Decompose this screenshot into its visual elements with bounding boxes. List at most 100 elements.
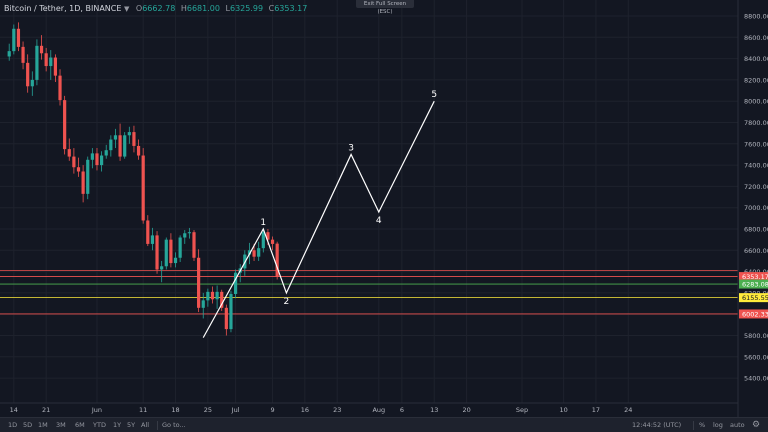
candle-body	[261, 232, 265, 249]
time-tick-label: 25	[204, 406, 212, 414]
percent-scale-toggle[interactable]: %	[699, 421, 706, 429]
candle-body	[86, 159, 90, 194]
candle-body	[53, 57, 57, 76]
candle-body	[49, 57, 53, 67]
timeframe-5y[interactable]: 5Y	[127, 421, 136, 429]
candle-body	[132, 132, 136, 146]
candle-body	[113, 135, 118, 140]
candle-body	[257, 248, 261, 257]
candle-body	[35, 45, 39, 80]
wave-path-line[interactable]	[202, 100, 435, 338]
candle-body	[270, 239, 275, 244]
price-label-badge	[739, 279, 768, 289]
symbol-title[interactable]: Bitcoin / Tether, 1D, BINANCE	[4, 4, 122, 13]
timeframe-5d[interactable]: 5D	[23, 421, 33, 429]
time-tick-label: 14	[10, 406, 18, 414]
time-tick-label: 18	[171, 406, 179, 414]
candle-body	[44, 53, 48, 67]
price-label-badge	[739, 309, 768, 319]
toolbar-divider	[157, 421, 158, 430]
timeframe-all[interactable]: All	[141, 421, 150, 429]
time-tick-label: Sep	[516, 406, 528, 414]
candle-body	[136, 145, 141, 156]
auto-scale-toggle[interactable]: auto	[730, 421, 745, 429]
price-tick-label: 7400.00	[744, 162, 768, 170]
timeframe-ytd[interactable]: YTD	[93, 421, 106, 429]
price-tick-label: 7000.00	[744, 204, 768, 212]
price-tick-label: 7600.00	[744, 140, 768, 148]
price-label-text: 6002.33	[742, 310, 768, 318]
candle-body	[30, 79, 34, 87]
timeframe-1d[interactable]: 1D	[8, 421, 18, 429]
candle-body	[187, 232, 191, 234]
candle-body	[201, 300, 205, 308]
high-value: 6681.00	[186, 4, 220, 13]
candle-body	[109, 139, 113, 151]
horizontal-levels	[0, 270, 738, 315]
candle-body	[81, 171, 85, 194]
candle-body	[169, 239, 173, 264]
wave-label: 2	[284, 297, 290, 307]
bottom-toolbar: 1D 5D 1M 3M 6M YTD 1Y 5Y All Go to... 12…	[0, 417, 768, 432]
candle-body	[127, 132, 131, 136]
candle-body	[90, 153, 94, 160]
price-tick-label: 8800.00	[744, 13, 768, 21]
exit-fullscreen-button[interactable]: Exit Full Screen (ESC)	[356, 0, 414, 15]
candle-body	[39, 45, 44, 54]
time-axis: 14 21 Jun 11 18 25 Jul 9 16 23 Aug 6 13 20 Sep 10 17 24	[10, 406, 633, 414]
price-tick-label: 8000.00	[744, 98, 768, 106]
price-label-text: 6353.17	[742, 273, 768, 281]
caret-down-icon[interactable]: ▼	[123, 5, 130, 13]
goto-button[interactable]: Go to...	[162, 421, 186, 429]
timeframe-6m[interactable]: 6M	[75, 421, 85, 429]
price-tick-label: 6600.00	[744, 247, 768, 255]
price-label-text: 6155.55	[742, 294, 768, 302]
candle-body	[252, 250, 256, 257]
gear-icon[interactable]: ⚙	[752, 420, 761, 430]
candle-body	[123, 135, 127, 157]
utc-clock[interactable]: 12:44:52 (UTC)	[632, 421, 682, 429]
timeframe-3m[interactable]: 3M	[56, 421, 66, 429]
time-tick-label: 11	[139, 406, 147, 414]
toolbar-divider	[693, 421, 694, 430]
timeframe-1m[interactable]: 1M	[38, 421, 48, 429]
high-label: H	[180, 4, 187, 13]
candle-body	[12, 28, 16, 52]
price-tick-label: 8200.00	[744, 76, 768, 84]
candle-body	[164, 239, 168, 267]
time-tick-label: 24	[624, 406, 632, 414]
time-tick-label: 9	[270, 406, 274, 414]
candles	[7, 22, 279, 336]
candle-body	[206, 291, 210, 301]
candle-body	[183, 233, 187, 238]
time-tick-label: 17	[592, 406, 600, 414]
candle-body	[215, 291, 219, 300]
time-tick-label: Jun	[91, 406, 102, 414]
timeframe-1y[interactable]: 1Y	[113, 421, 122, 429]
time-tick-label: 6	[400, 406, 404, 414]
price-label-badge	[739, 293, 768, 303]
candle-body	[76, 167, 81, 172]
candle-body	[266, 232, 270, 240]
time-tick-label: Jul	[231, 406, 240, 414]
price-tick-label: 5400.00	[744, 375, 768, 383]
candle-body	[197, 257, 201, 308]
candle-body	[72, 156, 76, 168]
candle-body	[220, 291, 224, 308]
price-label-text: 6283.08	[742, 281, 768, 289]
grid	[0, 0, 738, 403]
time-tick-label: Aug	[372, 406, 385, 414]
candle-body	[155, 235, 159, 270]
elliott-wave-drawing: 1 2 3 4 5	[202, 90, 437, 338]
candle-body	[150, 235, 155, 244]
candle-body	[224, 307, 228, 330]
time-tick-label: 13	[430, 406, 438, 414]
low-label: L	[225, 4, 230, 13]
wave-label: 3	[348, 143, 354, 153]
candle-body	[100, 155, 104, 166]
price-tick-label: 7800.00	[744, 119, 768, 127]
close-value: 6353.17	[274, 4, 308, 13]
log-scale-toggle[interactable]: log	[713, 421, 723, 429]
